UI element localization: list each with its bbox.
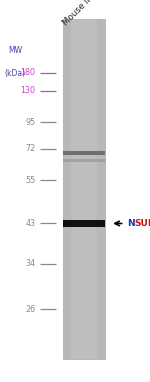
Text: 34: 34 <box>25 259 35 268</box>
Text: Mouse liver: Mouse liver <box>61 0 102 27</box>
Text: N: N <box>127 219 134 228</box>
Text: 95: 95 <box>25 118 35 127</box>
Text: 43: 43 <box>25 219 35 228</box>
Text: 26: 26 <box>25 305 35 314</box>
Text: 72: 72 <box>25 144 35 154</box>
Text: 55: 55 <box>25 176 35 185</box>
Text: 130: 130 <box>20 86 35 96</box>
Bar <box>71 19 97 359</box>
Bar <box>63 19 105 359</box>
Text: (kDa): (kDa) <box>4 69 26 78</box>
Text: MW: MW <box>8 46 22 55</box>
Text: SUN4: SUN4 <box>134 219 150 228</box>
Text: 180: 180 <box>20 68 35 77</box>
Bar <box>63 159 105 162</box>
Bar <box>63 220 105 227</box>
Bar <box>63 151 105 155</box>
